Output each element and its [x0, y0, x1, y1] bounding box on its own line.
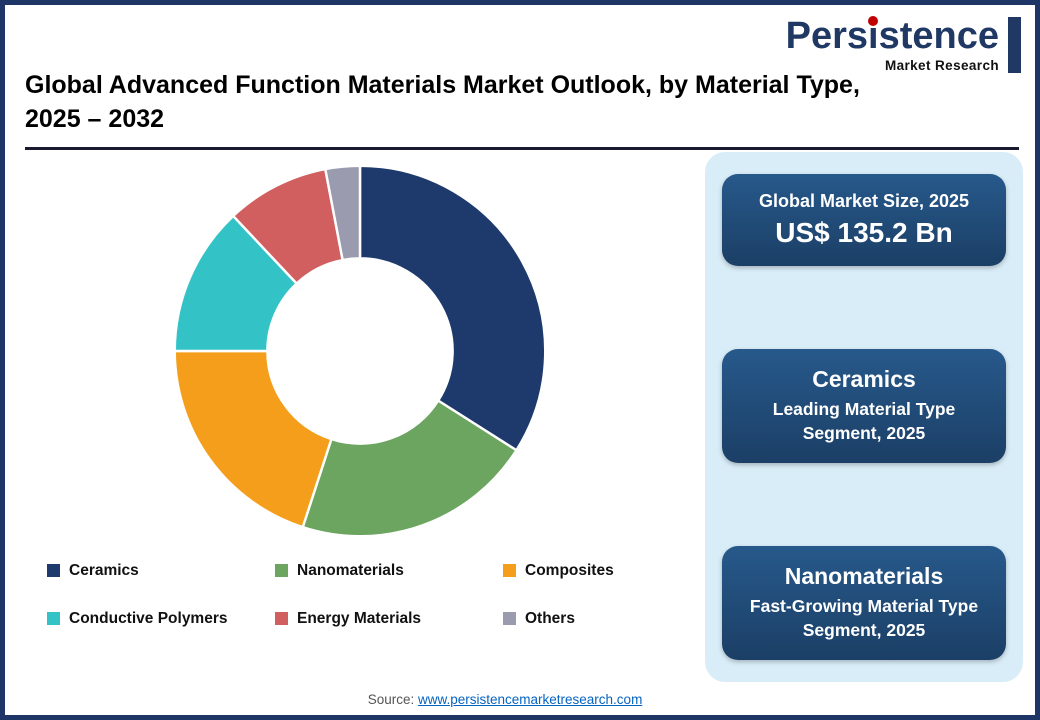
donut-slice-others — [324, 164, 362, 261]
donut-slice-ceramics — [358, 164, 547, 451]
fast-growing-segment-caption: Fast-Growing Material Type Segment, 2025 — [749, 596, 979, 640]
chart-legend: Ceramics Nanomaterials Composites Conductiv… — [47, 562, 699, 628]
donut-slice-nanomaterials — [301, 398, 518, 537]
brand-text-block: Persistence Market Research — [785, 15, 999, 73]
legend-label-composites: Composites — [525, 561, 614, 579]
brand-bar — [1008, 17, 1021, 73]
page-title-line2: 2025 – 2032 — [25, 104, 165, 133]
highlights-panel: Global Market Size, 2025 US$ 135.2 Bn Ce… — [705, 151, 1023, 682]
legend-item-ceramics: Ceramics — [47, 562, 275, 580]
legend-swatch-energy-materials — [275, 612, 288, 625]
donut-slice-composites — [173, 349, 333, 528]
legend-item-composites: Composites — [503, 562, 673, 580]
legend-swatch-conductive-polymers — [47, 612, 60, 625]
legend-item-conductive-polymers: Conductive Polymers — [47, 610, 275, 628]
page-title: Global Advanced Function Materials Marke… — [25, 69, 1005, 137]
legend-swatch-ceramics — [47, 564, 60, 577]
legend-label-nanomaterials: Nanomaterials — [297, 561, 404, 579]
legend-label-energy-materials: Energy Materials — [297, 609, 422, 627]
legend-label-others: Others — [525, 609, 575, 627]
footer: Source: www.persistencemarketresearch.co… — [5, 692, 1035, 707]
leading-segment-caption: Leading Material Type Segment, 2025 — [772, 399, 956, 443]
fast-growing-segment-card: Nanomaterials Fast-Growing Material Type… — [722, 546, 1006, 660]
title-divider — [25, 146, 1019, 150]
legend-label-conductive-polymers: Conductive Polymers — [69, 609, 228, 627]
leading-segment-card: Ceramics Leading Material Type Segment, … — [722, 349, 1006, 463]
header: Persistence Market Research Global Advan… — [5, 5, 1035, 150]
brand-subtitle: Market Research — [884, 58, 999, 73]
market-size-card: Global Market Size, 2025 US$ 135.2 Bn — [722, 173, 1006, 266]
brand-name: Persistence — [785, 15, 999, 57]
donut-chart — [173, 164, 547, 537]
legend-item-energy-materials: Energy Materials — [275, 610, 503, 628]
legend-swatch-composites — [503, 564, 516, 577]
market-size-value: US$ 135.2 Bn — [775, 216, 953, 248]
leading-segment-name: Ceramics — [812, 366, 916, 393]
fast-growing-segment-name: Nanomaterials — [784, 563, 944, 590]
source-link[interactable]: www.persistencemarketresearch.com — [417, 692, 643, 707]
legend-label-ceramics: Ceramics — [69, 561, 139, 579]
legend-item-nanomaterials: Nanomaterials — [275, 562, 503, 580]
source-label: Source: — [367, 692, 415, 707]
legend-item-others: Others — [503, 610, 673, 628]
chart-column: Ceramics Nanomaterials Composites Conductiv… — [21, 152, 699, 682]
page-title-line1: Global Advanced Function Materials Marke… — [25, 71, 860, 99]
legend-swatch-others — [503, 612, 516, 625]
market-size-title: Global Market Size, 2025 — [758, 190, 970, 211]
brand-logo: Persistence Market Research — [785, 15, 1021, 73]
main-content: Ceramics Nanomaterials Composites Conductiv… — [5, 150, 1035, 682]
legend-swatch-nanomaterials — [275, 564, 288, 577]
